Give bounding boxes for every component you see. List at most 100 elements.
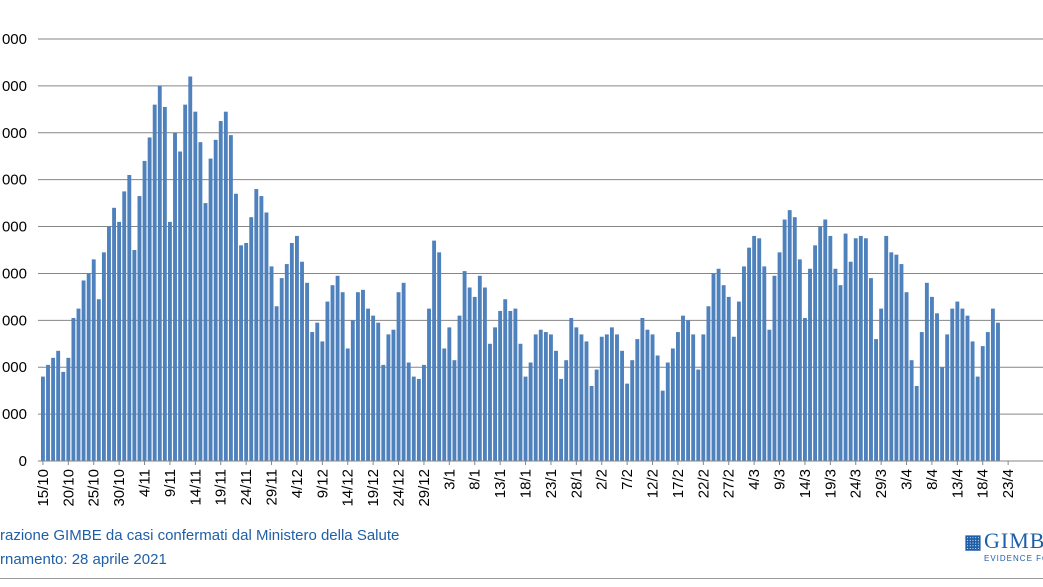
bar <box>879 308 884 461</box>
bar <box>609 327 614 461</box>
bar <box>757 238 762 461</box>
bar <box>625 383 630 461</box>
x-tick-label: 24/3 <box>848 469 865 498</box>
bar <box>691 334 696 461</box>
x-tick-label: 3/4 <box>899 469 916 490</box>
bar <box>432 240 437 461</box>
bar <box>681 315 685 461</box>
x-tick-label: 4/3 <box>746 469 763 490</box>
gimbe-logo: ▦ GIMB EVIDENCE FOR H <box>962 527 1043 567</box>
bar <box>823 219 828 461</box>
x-tick-label: 20/10 <box>60 469 77 507</box>
source-note: razione GIMBE da casi confermati dal Min… <box>0 527 400 544</box>
bar <box>376 322 381 461</box>
logo-name: GIMB <box>984 528 1043 553</box>
bar <box>716 268 721 461</box>
bar <box>264 212 269 461</box>
bar <box>295 235 299 461</box>
bar <box>599 336 604 461</box>
bar <box>996 322 1000 461</box>
bar <box>213 139 218 461</box>
bar <box>198 142 203 461</box>
bar <box>132 250 137 461</box>
bar <box>630 360 635 461</box>
bar <box>345 348 350 461</box>
bar <box>76 308 81 461</box>
bar <box>41 376 45 461</box>
bar <box>101 252 106 461</box>
bar <box>615 334 619 461</box>
bar <box>269 266 274 461</box>
x-tick-label: 15/10 <box>35 469 52 507</box>
bar <box>762 266 767 461</box>
bar <box>549 334 553 461</box>
bar <box>315 322 320 461</box>
bar <box>122 191 127 461</box>
bar <box>366 308 370 461</box>
bar <box>848 261 853 461</box>
bar <box>66 357 71 461</box>
bar <box>569 317 574 461</box>
grid-logo-icon: ▦ <box>964 532 982 553</box>
bar <box>660 390 665 461</box>
bar <box>274 306 279 461</box>
bar <box>371 315 376 461</box>
bar <box>396 292 401 461</box>
bar <box>528 362 533 461</box>
bar <box>543 332 548 461</box>
bar <box>482 287 487 461</box>
bar <box>147 137 152 461</box>
y-tick-label: 000 <box>2 312 27 329</box>
bar <box>157 85 162 461</box>
bar <box>930 296 934 461</box>
bar-series <box>41 76 1000 462</box>
bar <box>289 242 294 461</box>
bar <box>381 364 386 461</box>
x-tick-label: 2/2 <box>594 469 611 490</box>
bar <box>970 341 975 461</box>
bar <box>477 275 482 461</box>
bar <box>833 268 838 461</box>
bar <box>884 235 889 461</box>
x-tick-label: 24/12 <box>391 469 408 507</box>
bar <box>112 207 116 461</box>
bar <box>533 334 538 461</box>
bar <box>457 315 462 461</box>
bar <box>117 221 122 461</box>
bar <box>300 261 304 461</box>
bar <box>239 245 243 461</box>
bar <box>858 235 863 461</box>
bar <box>96 299 101 461</box>
bar <box>904 292 909 461</box>
bar <box>223 111 228 462</box>
bar <box>61 371 66 461</box>
bar <box>228 135 233 461</box>
x-tick-label: 18/1 <box>518 469 535 498</box>
x-tick-label: 3/1 <box>441 469 458 490</box>
bar <box>208 158 213 461</box>
bar <box>279 278 284 461</box>
bar <box>640 317 645 461</box>
x-tick-label: 8/4 <box>924 469 941 490</box>
bar <box>670 348 675 461</box>
bar <box>584 341 589 461</box>
x-tick-label: 4/11 <box>137 469 154 497</box>
bar <box>168 221 172 461</box>
bar <box>589 385 594 461</box>
x-tick-label: 17/2 <box>670 469 687 498</box>
bar <box>173 132 177 461</box>
x-tick-label: 4/12 <box>289 469 306 498</box>
x-tick-label: 9/11 <box>162 469 179 497</box>
bar <box>46 364 50 461</box>
bar <box>244 242 249 461</box>
bar <box>320 341 325 461</box>
bar <box>747 247 751 461</box>
bar <box>736 301 741 461</box>
bar <box>218 121 223 461</box>
bar <box>422 364 426 461</box>
bar <box>803 317 807 461</box>
y-tick-label: 000 <box>2 78 27 95</box>
bar <box>442 348 447 461</box>
